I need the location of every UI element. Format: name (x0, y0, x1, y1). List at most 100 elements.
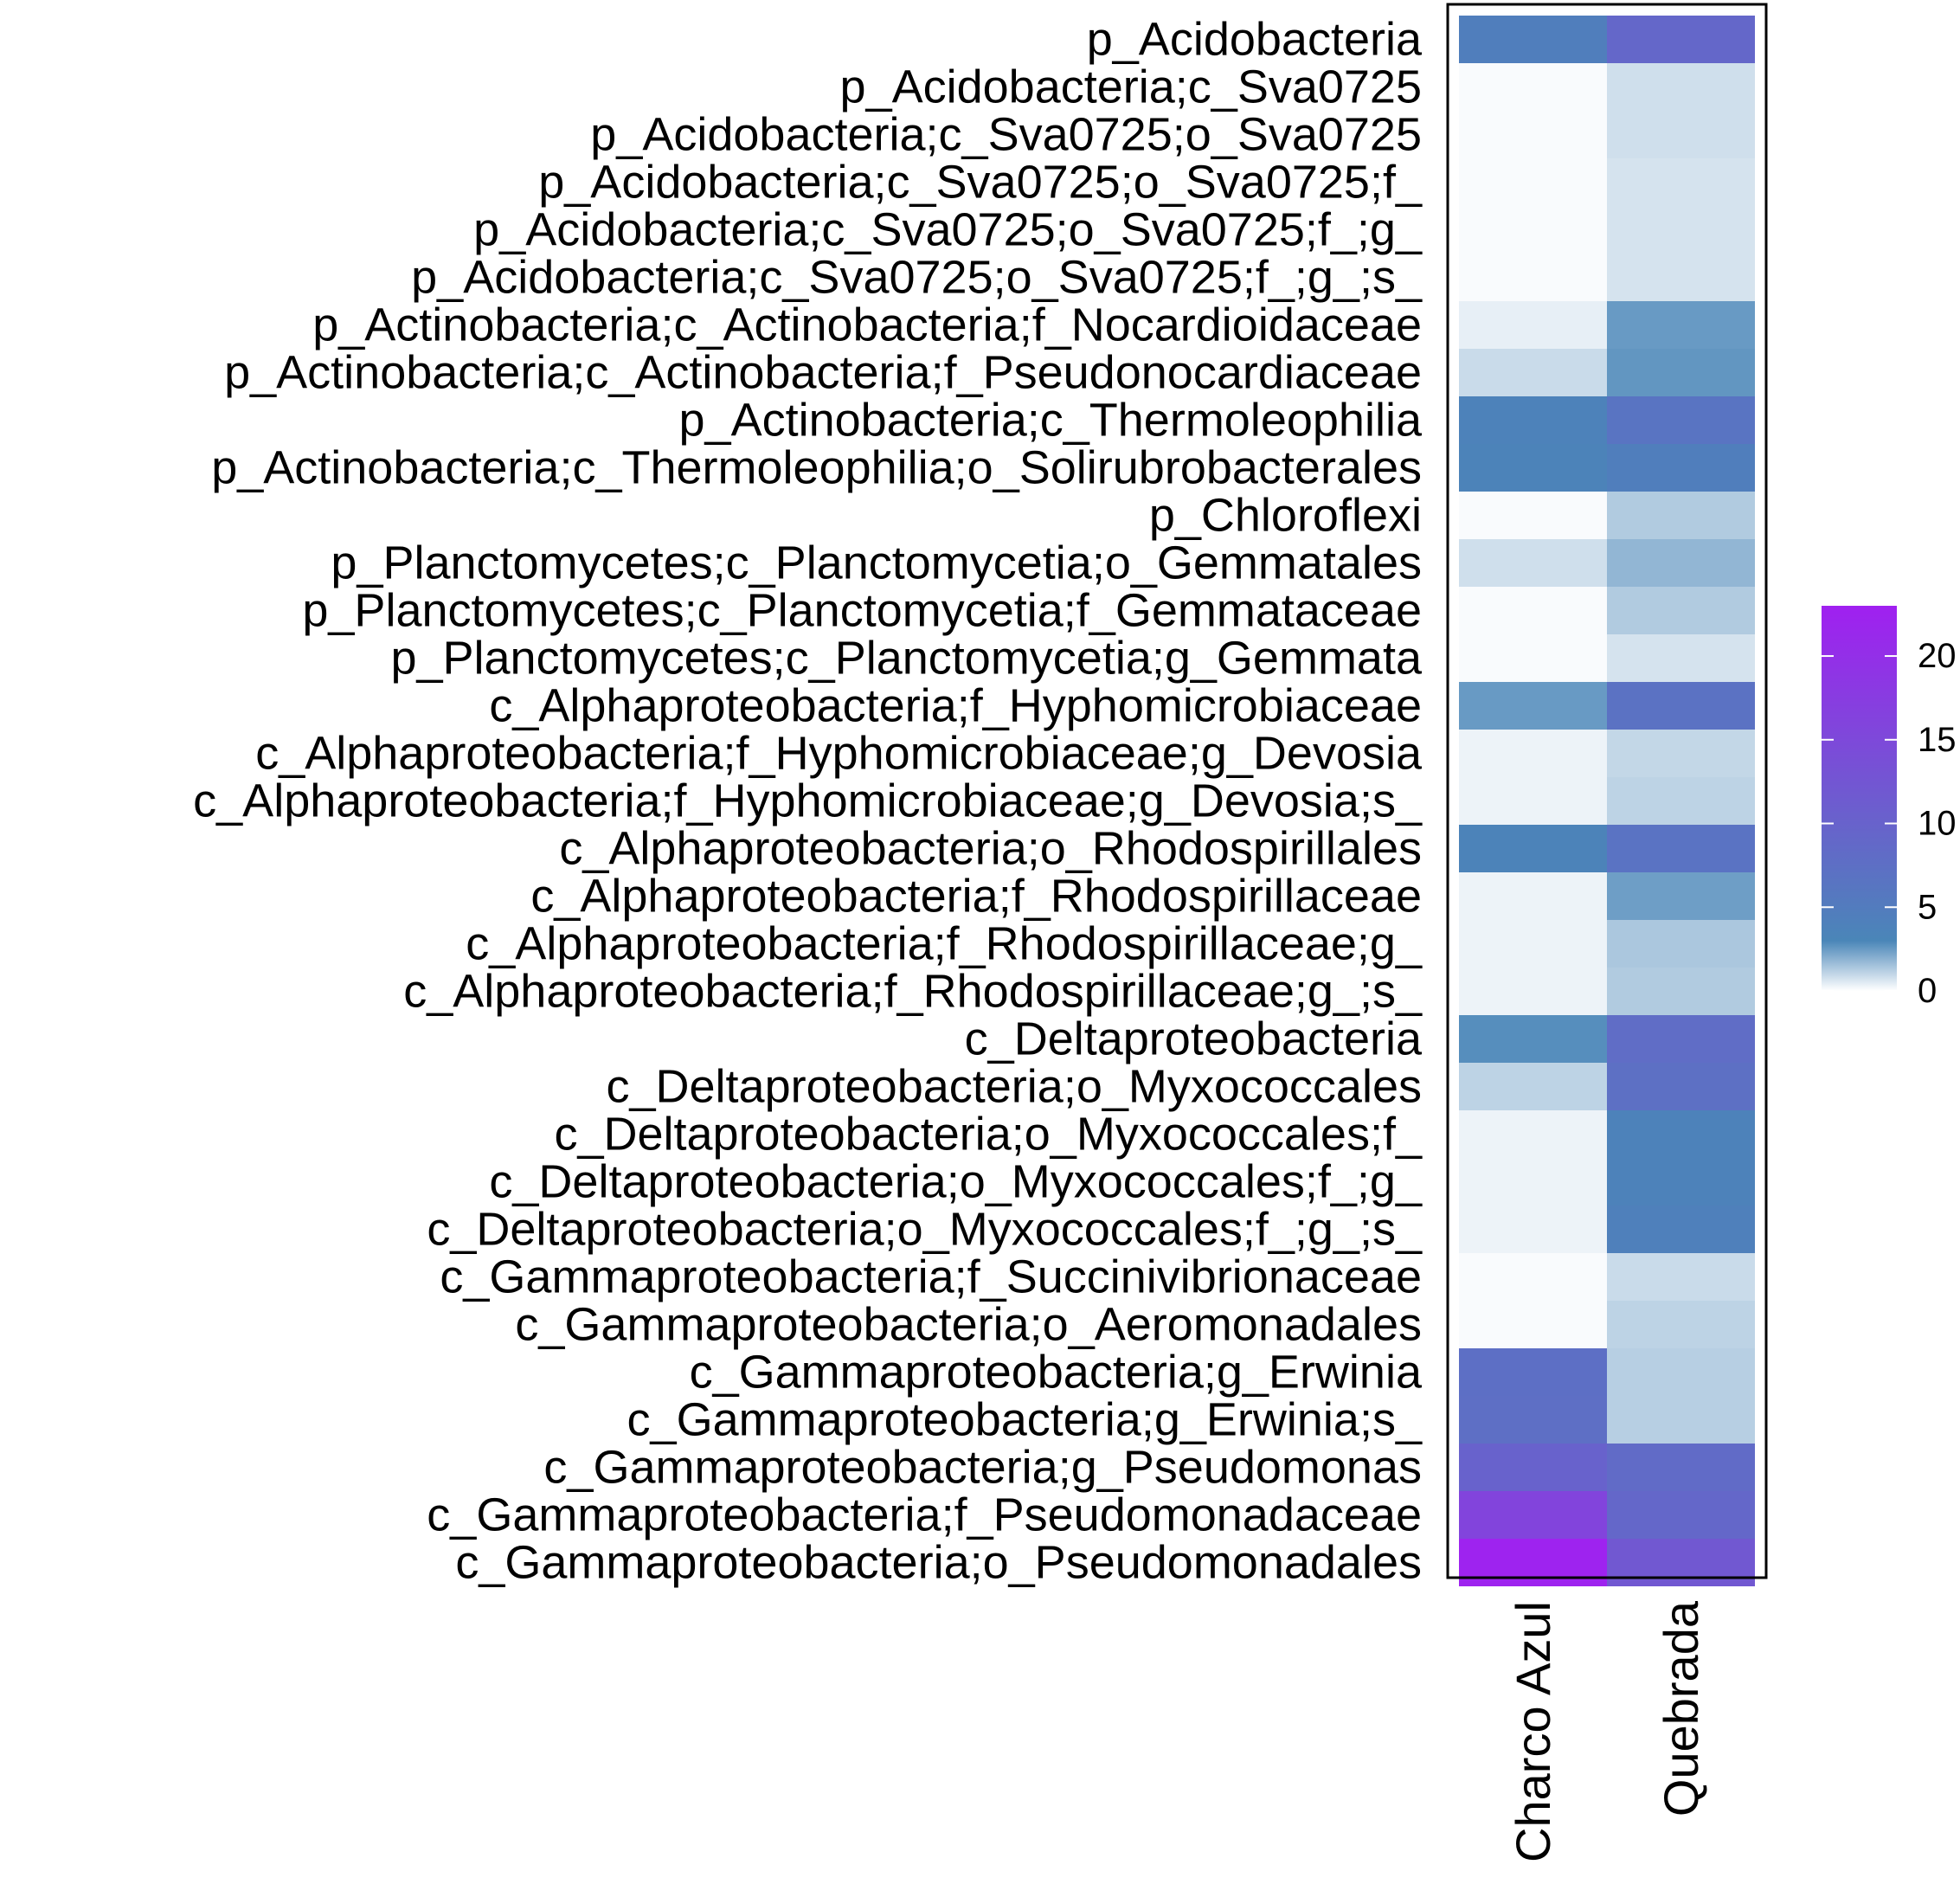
colorbar (1822, 606, 1897, 991)
heatmap-cell (1607, 920, 1755, 968)
heatmap-cell (1607, 1110, 1755, 1158)
colorbar-tick-label: 15 (1918, 721, 1957, 759)
heatmap-cell (1459, 1063, 1607, 1110)
column-label: Charco Azul (1506, 1601, 1560, 1862)
heatmap-cell (1607, 777, 1755, 825)
row-label: c_Gammaproteobacteria;f_Succinivibrionac… (440, 1251, 1422, 1303)
row-label: p_Acidobacteria;c_Sva0725;o_Sva0725;f_;g… (411, 252, 1423, 304)
heatmap-cell (1607, 682, 1755, 730)
heatmap-cell (1459, 206, 1607, 254)
row-label: p_Acidobacteria;c_Sva0725;o_Sva0725 (590, 109, 1422, 161)
heatmap-cell (1459, 777, 1607, 825)
row-label: c_Gammaproteobacteria;o_Pseudomonadales (455, 1537, 1422, 1589)
row-label: c_Deltaproteobacteria;o_Myxococcales;f_;… (489, 1156, 1423, 1208)
row-label: p_Acidobacteria;c_Sva0725;o_Sva0725;f_ (538, 157, 1423, 209)
column-label: Quebrada (1654, 1600, 1708, 1817)
heatmap-cell (1459, 1348, 1607, 1396)
row-label: p_Acidobacteria (1087, 14, 1423, 66)
column-labels: Charco Azul Quebrada (1506, 1600, 1708, 1862)
heatmap-cell (1607, 158, 1755, 206)
heatmap-cell (1459, 1491, 1607, 1539)
row-label: p_Actinobacteria;c_Actinobacteria;f_Pseu… (224, 347, 1422, 399)
heatmap-cell (1607, 1301, 1755, 1348)
heatmap-cell (1459, 1539, 1607, 1586)
heatmap-cell (1607, 1491, 1755, 1539)
row-label: p_Acidobacteria;c_Sva0725 (840, 61, 1422, 113)
heatmap-cell (1459, 1301, 1607, 1348)
row-label: c_Alphaproteobacteria;f_Rhodospirillacea… (530, 871, 1422, 923)
heatmap-cell (1459, 349, 1607, 396)
heatmap-cell (1607, 1206, 1755, 1253)
heatmap-cell (1459, 254, 1607, 301)
colorbar-tick-label: 5 (1918, 888, 1937, 926)
row-label: p_Acidobacteria;c_Sva0725;o_Sva0725;f_;g… (473, 204, 1423, 256)
heatmap-cell (1459, 539, 1607, 587)
heatmap-cell (1607, 1063, 1755, 1110)
row-label: p_Actinobacteria;c_Thermoleophilia;o_Sol… (211, 442, 1422, 494)
heatmap-cell (1607, 206, 1755, 254)
heatmap-cell (1459, 396, 1607, 444)
heatmap-cell (1459, 682, 1607, 730)
heatmap-cell (1459, 301, 1607, 349)
row-label: p_Planctomycetes;c_Planctomycetia;f_Gemm… (302, 585, 1422, 637)
row-label: c_Gammaproteobacteria;o_Aeromonadales (515, 1299, 1422, 1351)
heatmap-cell (1459, 63, 1607, 111)
heatmap-cell (1459, 1206, 1607, 1253)
heatmap-cell (1459, 1396, 1607, 1444)
heatmap-cell (1459, 492, 1607, 539)
row-label: c_Deltaproteobacteria;o_Myxococcales;f_ (554, 1109, 1423, 1161)
heatmap-cell (1459, 587, 1607, 634)
heatmap-cell (1607, 587, 1755, 634)
heatmap-cell (1459, 920, 1607, 968)
heatmap-cell (1459, 16, 1607, 63)
heatmap-cell (1607, 444, 1755, 492)
row-label: c_Alphaproteobacteria;f_Rhodospirillacea… (466, 918, 1423, 970)
heatmap-cell (1459, 1110, 1607, 1158)
heatmap-cell (1459, 730, 1607, 777)
heatmap-cell (1607, 1348, 1755, 1396)
heatmap-cell (1607, 63, 1755, 111)
heatmap-cell (1459, 872, 1607, 920)
heatmap-cell (1607, 1444, 1755, 1491)
colorbar-tick-label: 0 (1918, 972, 1937, 1010)
heatmap-cell (1607, 1396, 1755, 1444)
heatmap-cell (1459, 1444, 1607, 1491)
heatmap-cell (1459, 1253, 1607, 1301)
heatmap-cell (1607, 1158, 1755, 1206)
heatmap-cell (1607, 634, 1755, 682)
heatmap-cell (1459, 634, 1607, 682)
heatmap-cell (1607, 1539, 1755, 1586)
row-label: p_Actinobacteria;c_Thermoleophilia (679, 395, 1423, 447)
row-label: c_Deltaproteobacteria;o_Myxococcales;f_;… (427, 1204, 1423, 1256)
colorbar-tick-label: 20 (1918, 637, 1957, 675)
heatmap-cell (1607, 16, 1755, 63)
row-label: c_Deltaproteobacteria;o_Myxococcales (607, 1061, 1423, 1113)
heatmap-cell (1459, 825, 1607, 872)
heatmap-cell (1607, 968, 1755, 1015)
colorbar-tick-label: 10 (1918, 805, 1957, 843)
heatmap-cell (1459, 444, 1607, 492)
heatmap-cell (1607, 301, 1755, 349)
row-label: p_Chloroflexi (1149, 490, 1422, 542)
heatmap-cell (1607, 730, 1755, 777)
heatmap-cell (1459, 968, 1607, 1015)
heatmap-cell (1607, 349, 1755, 396)
row-label: c_Alphaproteobacteria;f_Hyphomicrobiacea… (193, 775, 1423, 827)
row-label: c_Deltaproteobacteria (965, 1013, 1423, 1065)
row-label: c_Gammaproteobacteria;g_Pseudomonas (543, 1442, 1422, 1494)
heatmap-cell (1607, 254, 1755, 301)
heatmap-cell (1607, 492, 1755, 539)
row-label: c_Alphaproteobacteria;o_Rhodospirillales (559, 823, 1422, 875)
heatmap-cell (1459, 1158, 1607, 1206)
row-label: c_Alphaproteobacteria;f_Hyphomicrobiacea… (489, 680, 1422, 732)
row-label: c_Alphaproteobacteria;f_Hyphomicrobiacea… (255, 728, 1423, 780)
color-legend: 0 5 10 15 20 (1822, 606, 1957, 1010)
heatmap-panel-border (1446, 3, 1768, 1579)
heatmap-cell (1607, 1015, 1755, 1063)
heatmap-cell (1607, 825, 1755, 872)
heatmap-cell (1459, 1015, 1607, 1063)
heatmap-cells (1459, 16, 1755, 1586)
row-label: c_Gammaproteobacteria;g_Erwinia (690, 1347, 1423, 1399)
row-labels: p_Acidobacteriap_Acidobacteria;c_Sva0725… (193, 14, 1423, 1589)
